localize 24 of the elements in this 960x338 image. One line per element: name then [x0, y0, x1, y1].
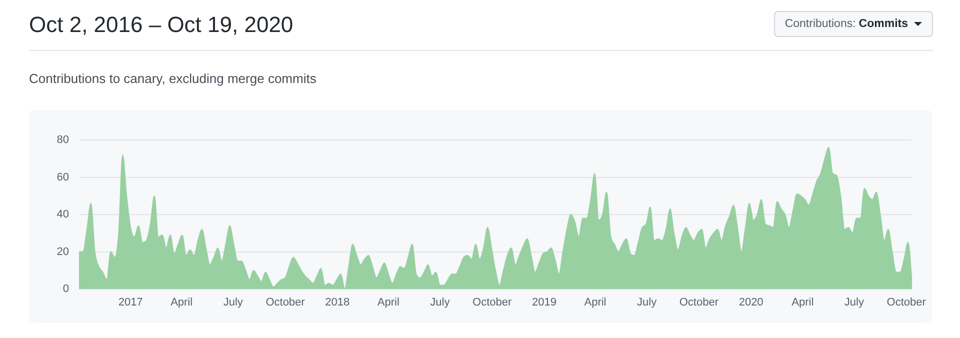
x-tick-label: April: [792, 296, 814, 309]
x-tick-label: July: [430, 296, 450, 309]
y-tick-label: 40: [56, 208, 69, 221]
x-tick-label: July: [844, 296, 864, 309]
x-tick-label: October: [472, 296, 512, 309]
x-tick-label: October: [679, 296, 719, 309]
x-tick-label: July: [637, 296, 658, 309]
x-tick-label: April: [170, 296, 193, 309]
x-tick-label: 2020: [738, 296, 764, 309]
chart-subtitle: Contributions to canary, excluding merge commits: [29, 71, 316, 86]
x-tick-label: April: [584, 296, 606, 309]
chart-title: Oct 2, 2016 – Oct 19, 2020: [29, 12, 294, 38]
x-tick-label: 2017: [118, 296, 143, 309]
y-tick-label: 80: [56, 134, 69, 146]
x-tick-label: April: [377, 296, 400, 309]
y-tick-label: 20: [56, 246, 69, 258]
y-tick-label: 0: [62, 283, 69, 296]
x-tick-label: 2018: [325, 296, 350, 309]
x-tick-label: July: [223, 296, 244, 309]
x-tick-label: October: [266, 296, 306, 309]
x-tick-label: 2019: [532, 296, 556, 309]
text: Contributions: Commits: [774, 11, 933, 37]
y-tick-label: 60: [56, 171, 69, 184]
x-tick-label: October: [886, 296, 926, 309]
